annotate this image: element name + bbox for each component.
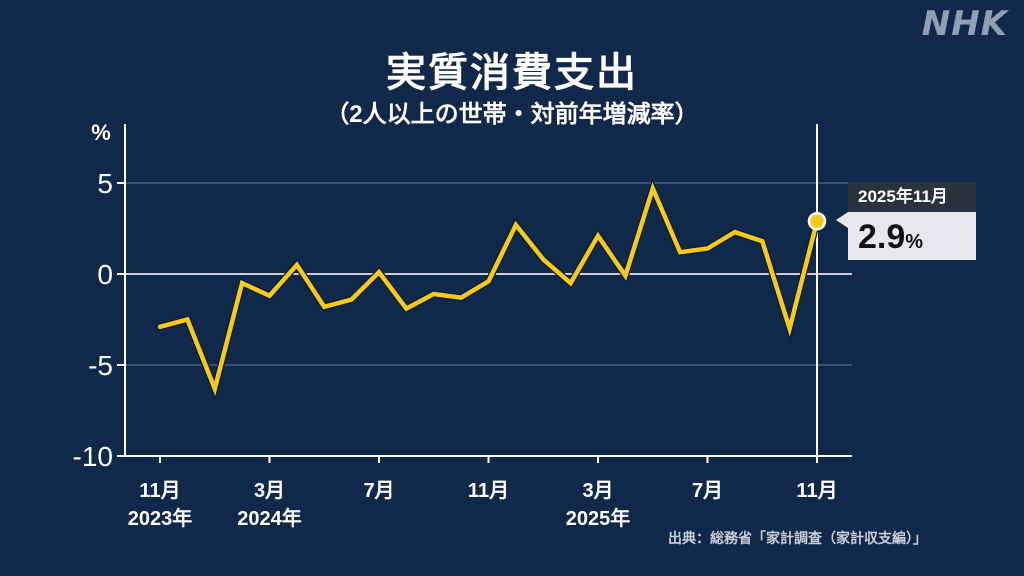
source-note: 出典：総務省「家計調査（家計収支編）」 <box>668 530 927 546</box>
x-tick-month-label: 3月 <box>582 480 613 502</box>
x-tick-month-label: 7月 <box>363 480 394 502</box>
y-tick-label: -5 <box>88 350 113 381</box>
callout-pointer-icon <box>836 212 848 228</box>
x-tick-month-label: 11月 <box>796 480 837 502</box>
x-tick-month-label: 7月 <box>692 480 723 502</box>
callout-period: 2025年11月 <box>848 182 976 212</box>
y-tick-label: -10 <box>73 441 113 472</box>
nhk-logo: NHK <box>921 4 1008 44</box>
x-tick-year-label: 2023年 <box>128 506 193 530</box>
x-tick-year-label: 2025年 <box>566 506 631 530</box>
x-tick-month-label: 11月 <box>139 480 180 502</box>
x-tick-month-label: 3月 <box>254 480 285 502</box>
chart-subtitle: （2人以上の世帯・対前年増減率） <box>325 101 699 128</box>
x-tick-year-label: 2024年 <box>237 506 302 530</box>
x-tick-month-label: 11月 <box>468 480 509 502</box>
y-tick-label: 5 <box>97 168 113 199</box>
latest-point-marker <box>807 211 827 231</box>
y-axis-unit-label: % <box>91 120 111 145</box>
callout-value-box: 2.9% <box>848 212 976 260</box>
callout-unit: % <box>905 231 924 253</box>
series-line <box>157 182 820 396</box>
callout-value: 2.9 <box>858 218 906 256</box>
chart-title: 実質消費支出 <box>386 51 638 95</box>
latest-value-callout: 2025年11月 2.9% <box>836 182 976 260</box>
y-tick-label: 0 <box>97 259 113 290</box>
